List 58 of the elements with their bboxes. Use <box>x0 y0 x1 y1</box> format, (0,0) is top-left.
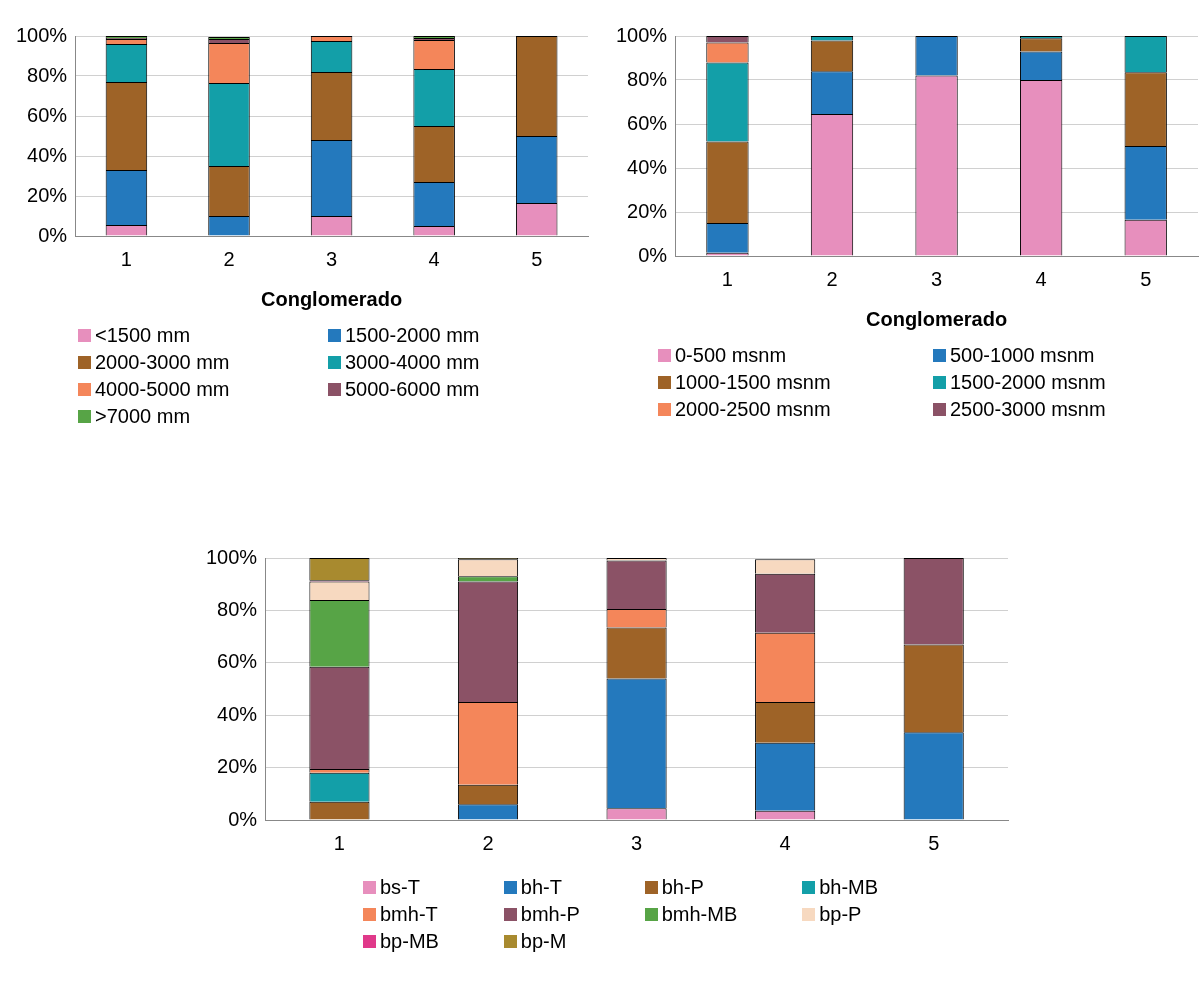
y-tick-label: 80% <box>27 63 68 86</box>
y-tick-label: 40% <box>627 155 668 178</box>
x-tick-label: 4 <box>1035 267 1047 290</box>
x-axis-title: Conglomerado <box>261 287 403 310</box>
y-tick-label: 60% <box>217 650 258 673</box>
x-tick-label: 2 <box>482 831 494 854</box>
x-axis-title: Conglomerado <box>866 307 1008 330</box>
x-tick-label: 4 <box>779 831 791 854</box>
legend-label: bp-P <box>819 903 862 926</box>
legend-label: bmh-T <box>380 903 438 926</box>
y-tick-label: 20% <box>627 199 668 222</box>
x-tick-label: 1 <box>721 267 733 290</box>
legend-label: bs-T <box>380 876 420 899</box>
legend-label: bmh-MB <box>661 903 738 926</box>
legend-label: 2000-2500 msnm <box>675 398 831 421</box>
x-tick-label: 3 <box>931 267 943 290</box>
y-tick-label: 80% <box>217 597 258 620</box>
legend-label: 1000-1500 msnm <box>675 371 831 394</box>
y-tick-label: 20% <box>217 755 258 778</box>
x-tick-label: 3 <box>326 247 338 270</box>
legend-label: 5000-6000 mm <box>345 378 480 401</box>
legend-label: bh-P <box>661 876 704 899</box>
y-tick-label: 60% <box>627 111 668 134</box>
y-tick-label: 20% <box>27 183 68 206</box>
x-tick-label: 4 <box>428 247 440 270</box>
x-tick-label: 5 <box>531 247 543 270</box>
y-tick-label: 100% <box>206 545 258 568</box>
legend-label: 500-1000 msnm <box>950 344 1095 367</box>
x-tick-label: 3 <box>631 831 643 854</box>
legend-label: bp-MB <box>380 930 439 953</box>
legend-label: >7000 mm <box>95 405 191 428</box>
legend-label: 0-500 msnm <box>675 344 787 367</box>
legend-label: bh-T <box>520 876 562 899</box>
legend-label: 2500-3000 msnm <box>950 398 1106 421</box>
x-tick-label: 1 <box>333 831 345 854</box>
y-tick-label: 0% <box>638 243 668 266</box>
legend-label: 1500-2000 msnm <box>950 371 1106 394</box>
x-tick-label: 5 <box>928 831 940 854</box>
legend-label: bmh-P <box>520 903 580 926</box>
legend-label: 1500-2000 mm <box>345 324 480 347</box>
y-tick-label: 40% <box>27 143 68 166</box>
x-tick-label: 5 <box>1140 267 1152 290</box>
y-tick-label: 0% <box>228 807 258 830</box>
x-tick-label: 1 <box>120 247 132 270</box>
legend-label: <1500 mm <box>95 324 191 347</box>
x-tick-label: 2 <box>223 247 235 270</box>
y-tick-label: 100% <box>16 23 68 46</box>
y-tick-label: 80% <box>627 67 668 90</box>
y-tick-label: 0% <box>38 223 68 246</box>
legend-label: 3000-4000 mm <box>345 351 480 374</box>
x-tick-label: 2 <box>826 267 838 290</box>
y-tick-label: 60% <box>27 103 68 126</box>
legend-label: 4000-5000 mm <box>95 378 230 401</box>
legend-label: 2000-3000 mm <box>95 351 230 374</box>
y-tick-label: 100% <box>616 23 668 46</box>
legend-label: bp-M <box>520 930 567 953</box>
y-tick-label: 40% <box>217 702 258 725</box>
legend-label: bh-MB <box>819 876 879 899</box>
